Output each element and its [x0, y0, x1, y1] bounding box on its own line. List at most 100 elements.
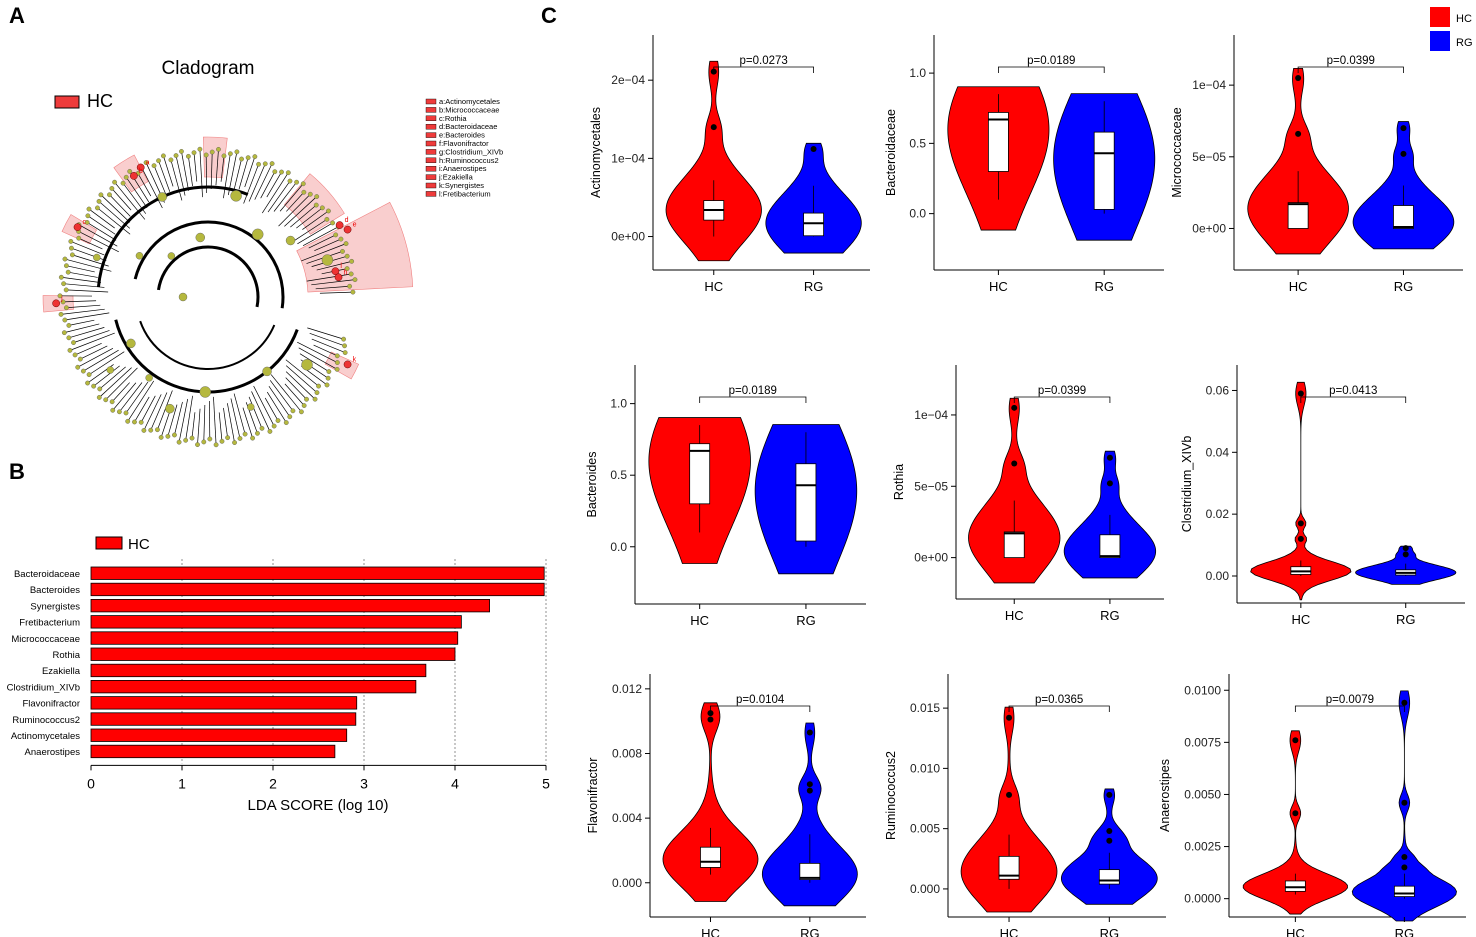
- violin-outlier-hc: [1292, 737, 1299, 744]
- violin-outlier-hc: [710, 124, 717, 131]
- violin-outlier-hc: [1295, 130, 1302, 137]
- violin-shape-hc: [1250, 381, 1352, 601]
- violin-shape-rg: [1351, 690, 1457, 922]
- clado-branch: [63, 283, 105, 288]
- clado-leaf: [57, 293, 63, 299]
- clado-branch: [248, 163, 266, 202]
- clado-branch: [193, 152, 198, 182]
- clado-leaf: [185, 153, 191, 159]
- clado-branch: [307, 327, 344, 340]
- highlight-wedge-fretibacterium: [296, 201, 414, 293]
- legend-hc-label: HC: [1456, 13, 1472, 25]
- clado-branch: [68, 319, 95, 326]
- clado-branch: [97, 207, 131, 235]
- clado-leaf: [285, 170, 291, 176]
- clado-leaf: [334, 353, 340, 359]
- lda-bar: [90, 712, 357, 726]
- clado-branch: [302, 210, 329, 230]
- clado-leaf: [279, 169, 284, 175]
- violin-y-tick-label: 0.06: [1206, 383, 1230, 397]
- clado-branch: [199, 149, 203, 198]
- lda-taxon-label: Actinomycetales: [11, 731, 80, 742]
- violin-outlier-rg: [1106, 454, 1113, 461]
- clado-branch: [223, 407, 228, 438]
- violin-panel-rothia: 0e+00 5e−05 1e−04 Rothia HC RG p=0.0399: [892, 365, 1164, 623]
- clado-leaf: [58, 274, 64, 280]
- clado-branch: [141, 167, 163, 209]
- clado-leaf: [239, 156, 244, 162]
- clado-leaf: [110, 407, 116, 413]
- violin-outlier-hc: [1295, 74, 1302, 81]
- clado-marked-node-h: [334, 273, 343, 282]
- clado-leaf: [343, 241, 349, 247]
- cladogram-legend-label: HC: [87, 91, 113, 111]
- clado-branch: [88, 208, 115, 229]
- lda-taxon-label: Synergistes: [30, 601, 80, 612]
- lda-bar: [90, 582, 545, 597]
- violin-significance-bracket: [1300, 396, 1407, 403]
- violin-panel-ruminococcus2: 0.000 0.005 0.010 0.015 Ruminococcus2 HC RG p=0…: [884, 674, 1166, 937]
- clado-leaf: [69, 245, 74, 251]
- clado-key-swatch: [425, 182, 437, 189]
- clado-key-swatch: [425, 107, 437, 113]
- violin-x-tick-label-rg: RG: [1394, 279, 1414, 294]
- clado-leaf: [77, 356, 83, 362]
- clado-leaf: [333, 232, 339, 238]
- clado-branch: [284, 383, 305, 406]
- clado-leaf: [324, 216, 330, 222]
- clado-point-label-d: d: [345, 217, 349, 224]
- lda-tick-label: 5: [542, 775, 550, 791]
- violin-y-axis-label: Bacteroides: [585, 451, 599, 517]
- lda-bar: [90, 615, 462, 629]
- clado-branch: [191, 412, 196, 439]
- clado-leaf: [334, 366, 340, 372]
- clado-branch: [251, 391, 271, 432]
- violin-shape-rg: [1060, 788, 1158, 905]
- clado-leaf: [80, 368, 86, 374]
- violin-grid: 0e+00 1e−04 2e−04 Actinomycetales HC RG p=0.02…: [585, 35, 1466, 937]
- violin-box-rg: [1393, 205, 1414, 229]
- clado-internal-node: [262, 366, 272, 377]
- violin-x-tick-label-hc: HC: [1005, 608, 1024, 623]
- lda-bar: [90, 599, 490, 613]
- clado-leaf: [316, 383, 321, 389]
- lda-x-axis: 0 1 2 3 4 5: [87, 764, 550, 791]
- clado-arc-4: [96, 185, 249, 288]
- clado-arc-3: [114, 319, 299, 394]
- clado-branch: [227, 403, 235, 443]
- clado-point-label-j: j: [60, 295, 63, 302]
- clado-key-item: h:Ruminococcus2: [439, 156, 499, 165]
- clado-leaf: [237, 436, 243, 441]
- violin-y-tick-label: 0.0050: [1184, 787, 1221, 801]
- violin-outlier-rg: [1401, 699, 1408, 706]
- lda-bar: [90, 728, 348, 742]
- clado-branch: [60, 308, 105, 315]
- clado-branch: [99, 367, 132, 398]
- violin-y-tick-label: 2e−04: [611, 73, 645, 87]
- clado-branch: [296, 207, 323, 229]
- clado-leaf: [107, 192, 112, 198]
- clado-key-swatch: [425, 157, 437, 164]
- clado-branch: [306, 273, 352, 282]
- violin-box-rg: [1093, 131, 1115, 210]
- clado-leaf: [123, 410, 129, 416]
- violin-box-rg: [1393, 885, 1415, 897]
- clado-leaf: [252, 154, 258, 160]
- clado-leaf: [155, 427, 160, 433]
- clado-leaf: [69, 252, 75, 258]
- violin-box-rg: [795, 463, 817, 542]
- violin-outlier-rg: [806, 781, 813, 788]
- clado-branch: [150, 392, 168, 431]
- clado-branch: [215, 149, 219, 186]
- clado-marked-node-b: [130, 172, 138, 180]
- clado-branch: [170, 159, 183, 201]
- clado-branch: [291, 219, 328, 243]
- clado-internal-node: [165, 403, 175, 414]
- violin-y-tick-label: 0.005: [910, 822, 940, 836]
- cladogram-key: a:Actinomycetalesb:Micrococcaceaec:Rothi…: [425, 97, 503, 198]
- violin-outlier-hc: [707, 710, 714, 717]
- violin-outlier-rg: [1401, 864, 1408, 871]
- clado-branch: [86, 222, 117, 241]
- violin-y-tick-label: 5e−05: [914, 479, 948, 493]
